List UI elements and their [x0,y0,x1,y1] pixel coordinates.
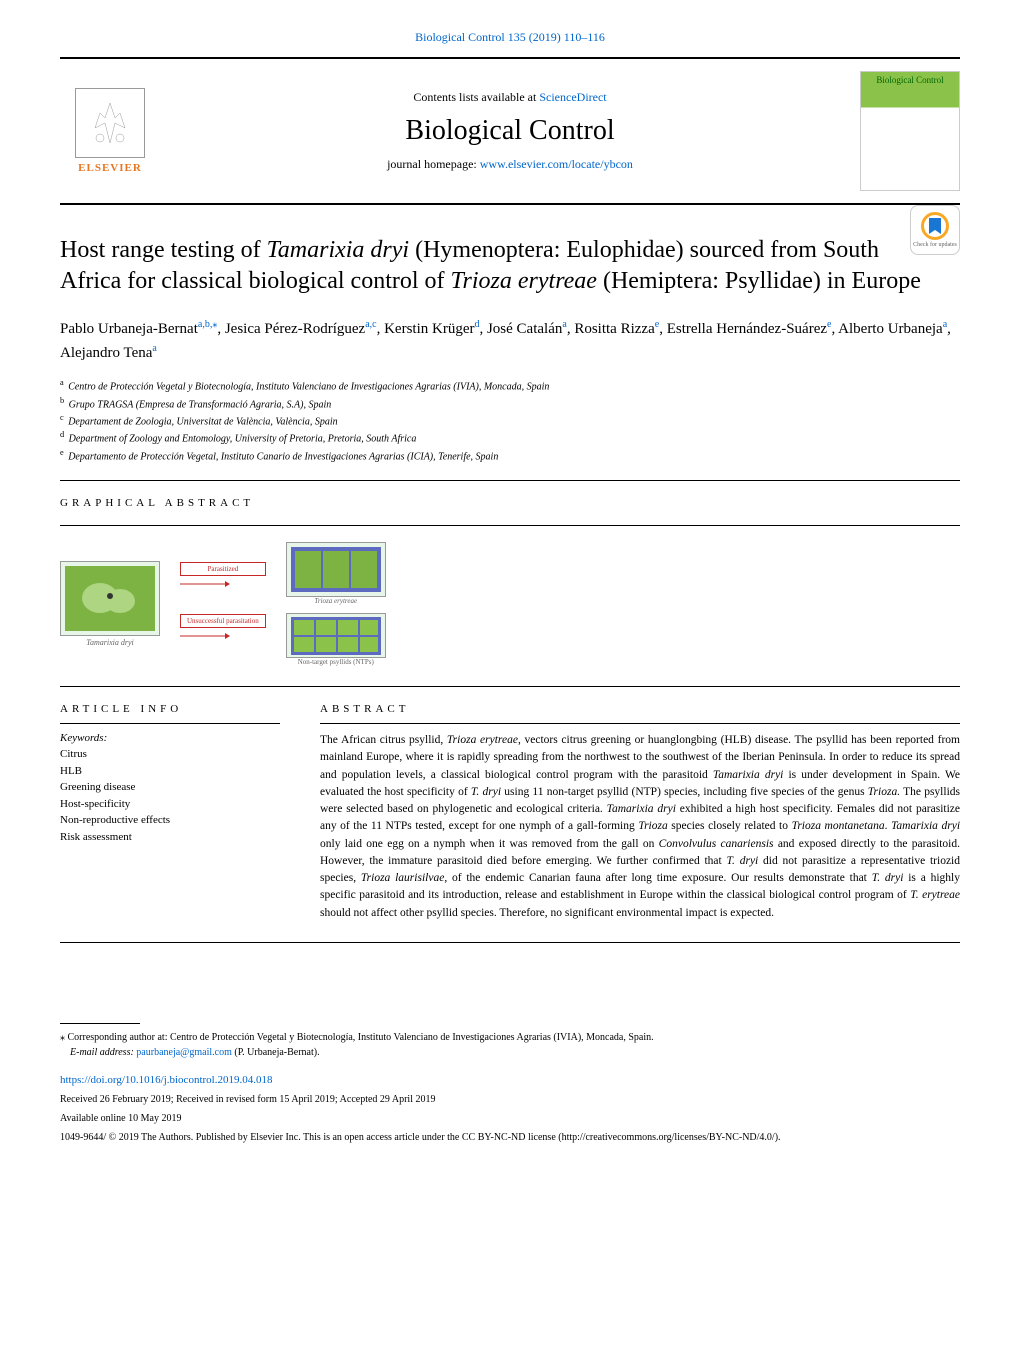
check-circle-icon [921,212,949,240]
keyword: Host-specificity [60,796,280,813]
ga-image-tamarixia [60,561,160,636]
cover-title: Biological Control [876,76,943,86]
ga-label-ntp: Non-target psyllids (NTPs) [286,658,386,666]
divider [60,525,960,526]
author-affil-ref[interactable]: a [562,319,566,330]
ga-label-tamarixia: Tamarixia dryi [60,638,160,647]
keyword: Citrus [60,746,280,763]
graphical-abstract-heading: GRAPHICAL ABSTRACT [60,497,960,509]
author: Estrella Hernández-Suáreze [667,321,832,337]
available-info: Available online 10 May 2019 [60,1111,960,1126]
abstract-text: The African citrus psyllid, Trioza erytr… [320,732,960,922]
bookmark-icon [929,218,941,234]
footer-divider [60,1023,140,1024]
author-affil-ref[interactable]: e [827,319,831,330]
graphical-abstract: Tamarixia dryi Parasitized Unsuccessful … [60,542,960,666]
divider [60,942,960,943]
journal-cover[interactable]: Biological Control [860,71,960,191]
author: Kerstin Krügerd [384,321,479,337]
abstract-heading: ABSTRACT [320,703,960,715]
keywords-list: CitrusHLBGreening diseaseHost-specificit… [60,746,280,845]
doi-line: https://doi.org/10.1016/j.biocontrol.201… [60,1072,960,1089]
ga-image-trioza [286,542,386,597]
header-center: Contents lists available at ScienceDirec… [180,90,840,172]
keywords-label: Keywords: [60,732,280,744]
info-abstract-columns: ARTICLE INFO Keywords: CitrusHLBGreening… [60,703,960,922]
author-affil-ref[interactable]: a,c [365,319,376,330]
authors-list: Pablo Urbaneja-Bernata,b,⁎, Jesica Pérez… [60,317,960,365]
ga-image-ntp [286,613,386,658]
footer: ⁎ Corresponding author at: Centro de Pro… [60,1023,960,1146]
ga-right: Trioza erytreae Non-target psyllids (NTP… [286,542,386,666]
author-affil-ref[interactable]: e [655,319,659,330]
article-title: Host range testing of Tamarixia dryi (Hy… [60,235,960,297]
journal-name: Biological Control [180,115,840,147]
elsevier-logo[interactable]: ELSEVIER [60,81,160,181]
elsevier-text: ELSEVIER [78,162,142,174]
homepage-link[interactable]: www.elsevier.com/locate/ybcon [480,157,633,171]
keyword: Risk assessment [60,829,280,846]
email-link[interactable]: paurbaneja@gmail.com [136,1047,232,1058]
ga-arrow-parasitized: Parasitized [180,562,266,594]
received-info: Received 26 February 2019; Received in r… [60,1092,960,1107]
affiliation: a Centro de Protección Vegetal y Biotecn… [60,377,960,394]
corresponding-author: ⁎ Corresponding author at: Centro de Pro… [60,1030,960,1045]
homepage-line: journal homepage: www.elsevier.com/locat… [180,157,840,172]
abstract-column: ABSTRACT The African citrus psyllid, Tri… [320,703,960,922]
check-updates-button[interactable]: Check for updates [910,205,960,255]
keyword: HLB [60,763,280,780]
author-affil-ref[interactable]: a,b,⁎ [198,319,217,330]
journal-header: ELSEVIER Contents lists available at Sci… [60,57,960,205]
author: Pablo Urbaneja-Bernata,b,⁎ [60,321,217,337]
contents-line: Contents lists available at ScienceDirec… [180,90,840,105]
author-affil-ref[interactable]: a [152,343,156,354]
citation-link[interactable]: Biological Control 135 (2019) 110–116 [415,30,605,44]
author-affil-ref[interactable]: d [474,319,479,330]
divider [60,480,960,481]
keyword: Non-reproductive effects [60,812,280,829]
ga-arrows: Parasitized Unsuccessful parasitation [180,562,266,646]
doi-link[interactable]: https://doi.org/10.1016/j.biocontrol.201… [60,1074,272,1086]
author: Alberto Urbanejaa [838,321,947,337]
sciencedirect-link[interactable]: ScienceDirect [539,90,606,104]
divider [60,723,280,724]
ga-label-trioza: Trioza erytreae [286,597,386,605]
copyright-info: 1049-9644/ © 2019 The Authors. Published… [60,1130,960,1145]
ga-arrow-unsuccessful: Unsuccessful parasitation [180,614,266,646]
author: Alejandro Tenaa [60,345,157,361]
email-line: E-mail address: paurbaneja@gmail.com (P.… [60,1045,960,1060]
ga-right-top: Trioza erytreae [286,542,386,605]
article-info-heading: ARTICLE INFO [60,703,280,715]
affiliation: e Departamento de Protección Vegetal, In… [60,447,960,464]
divider [60,686,960,687]
article-info-column: ARTICLE INFO Keywords: CitrusHLBGreening… [60,703,280,922]
affiliations-list: a Centro de Protección Vegetal y Biotecn… [60,377,960,464]
author: Rositta Rizzae [574,321,659,337]
ga-right-bottom: Non-target psyllids (NTPs) [286,613,386,666]
author-affil-ref[interactable]: a [943,319,947,330]
check-updates-label: Check for updates [913,242,957,248]
top-citation: Biological Control 135 (2019) 110–116 [60,30,960,45]
author: Jesica Pérez-Rodrígueza,c [225,321,377,337]
ga-left: Tamarixia dryi [60,561,160,647]
affiliation: b Grupo TRAGSA (Empresa de Transformació… [60,395,960,412]
author: José Catalána [487,321,567,337]
affiliation: d Department of Zoology and Entomology, … [60,429,960,446]
keyword: Greening disease [60,779,280,796]
affiliation: c Departament de Zoologia, Universitat d… [60,412,960,429]
divider [320,723,960,724]
elsevier-tree-icon [75,88,145,158]
